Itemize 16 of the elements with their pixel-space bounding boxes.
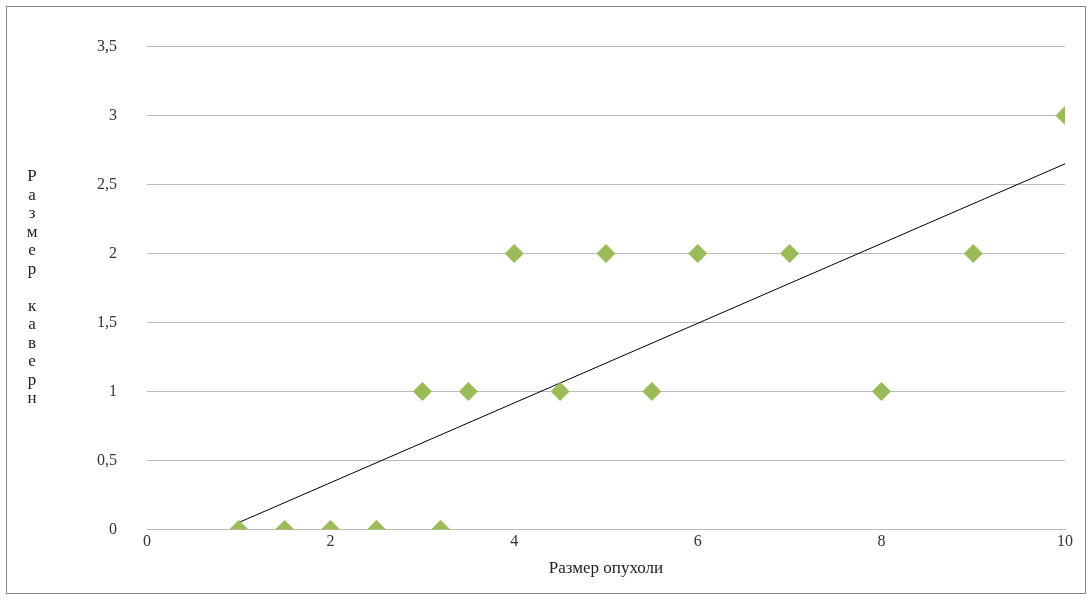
x-tick-label: 6 <box>693 532 702 550</box>
x-axis-title: Размер опухоли <box>548 558 664 578</box>
x-tick-label: 10 <box>1057 532 1073 550</box>
text: Размер каверн <box>26 166 38 408</box>
y-tick-label: 2,5 <box>97 174 117 192</box>
x-tick-label: 8 <box>877 532 886 550</box>
y-tick-label: 2 <box>109 243 117 261</box>
x-tick-label: 4 <box>510 532 519 550</box>
y-tick-label: 0,5 <box>97 450 117 468</box>
y-tick-label: 3,5 <box>97 36 117 54</box>
y-tick-label: 1 <box>109 381 117 399</box>
y-tick-label: 0 <box>109 519 117 537</box>
y-tick-label: 1,5 <box>97 312 117 330</box>
x-tick-label: 0 <box>143 532 151 550</box>
y-tick-label: 3 <box>109 105 117 123</box>
x-tick-label: 2 <box>326 532 335 550</box>
